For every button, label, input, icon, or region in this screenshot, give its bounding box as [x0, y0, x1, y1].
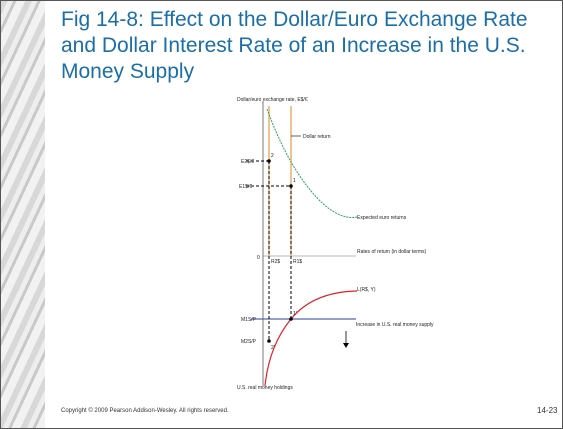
label: R1$ [293, 259, 302, 265]
point [289, 317, 293, 321]
point [289, 184, 293, 188]
label: 2 [271, 153, 274, 159]
label: 2' [271, 345, 275, 351]
label: E2$/€ [241, 159, 254, 165]
label: 1 [293, 178, 296, 184]
label: Increase in U.S. real money supply [356, 322, 434, 328]
label: U.S. real money holdings [237, 385, 293, 391]
label: R2$ [271, 259, 280, 265]
label: 1' [293, 311, 297, 317]
arrowhead [343, 343, 349, 348]
decor-strip [1, 1, 45, 428]
label: M2S/P [241, 339, 257, 345]
label: E1$/€ [239, 184, 252, 190]
expected-euro-curve [266, 108, 358, 218]
label: Rates of return (in dollar terms) [357, 249, 427, 255]
label: Expected euro returns [357, 215, 407, 221]
slide-title: Fig 14-8: Effect on the Dollar/Euro Exch… [61, 8, 528, 83]
money-demand-curve [264, 290, 358, 387]
slide-number: 14-23 [537, 406, 558, 415]
label: M1S/P [241, 317, 257, 323]
copyright: Copyright © 2009 Pearson Addison-Wesley.… [61, 408, 229, 414]
point [267, 159, 271, 163]
label: L(R$, Y) [357, 287, 376, 293]
point [267, 339, 271, 343]
label: 0 [257, 255, 260, 261]
label: Dollar/euro exchange rate, E$/€ [237, 97, 308, 103]
label: Dollar return [303, 134, 331, 140]
